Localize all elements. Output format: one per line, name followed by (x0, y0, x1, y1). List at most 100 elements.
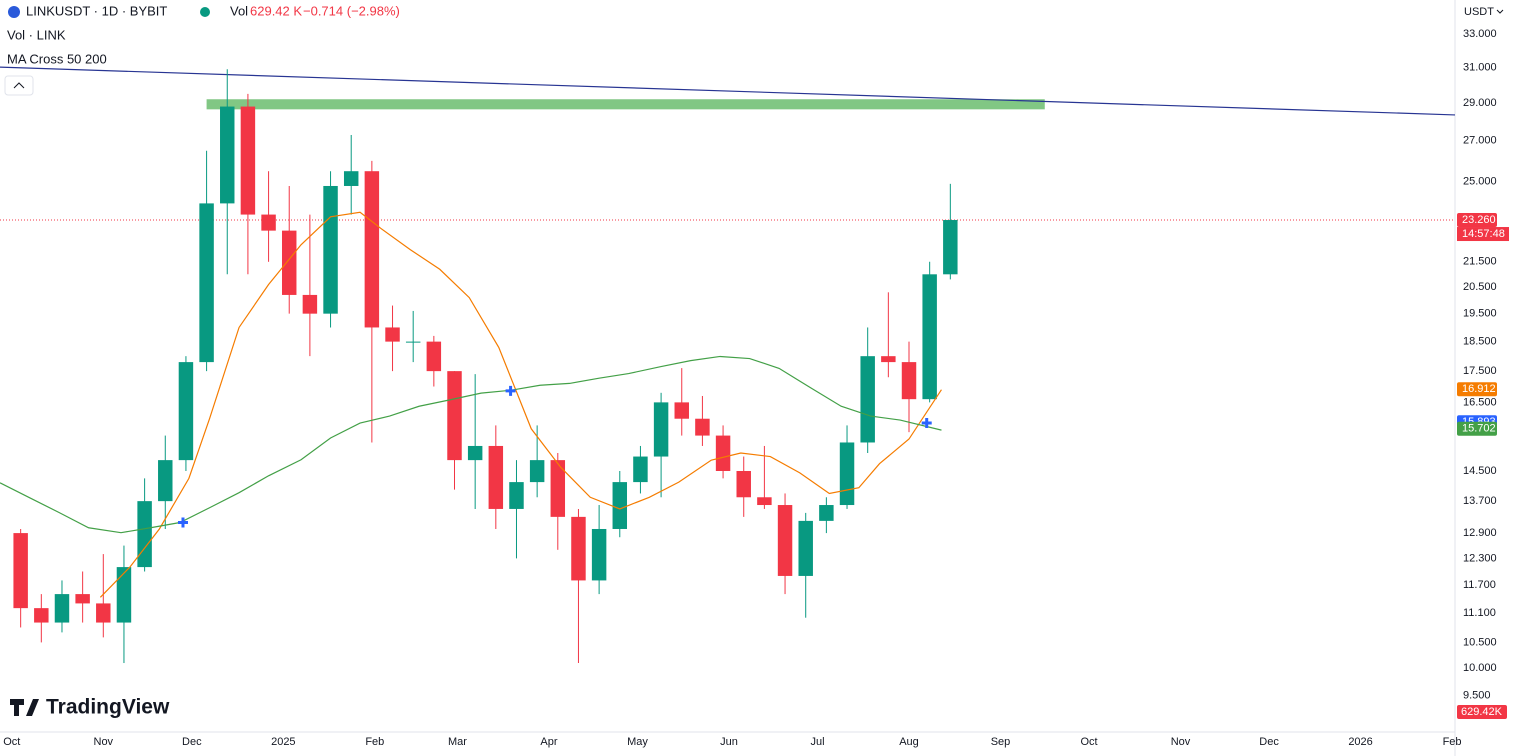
candle-body (488, 445, 504, 509)
y-tick-label: 33.000 (1463, 28, 1497, 40)
candle-body (715, 435, 731, 471)
x-tick-label: Oct (1080, 736, 1097, 748)
candle-body (405, 341, 421, 343)
countdown-box (1457, 227, 1509, 242)
candle-body (819, 505, 834, 521)
price-label-box (1457, 421, 1497, 436)
currency[interactable]: USDT (1464, 6, 1494, 18)
candle-body (158, 460, 173, 502)
countdown: 14:57:48 (1462, 228, 1505, 240)
candle-body (529, 460, 545, 483)
x-tick-label: 2026 (1348, 736, 1372, 748)
x-tick-label: Nov (94, 736, 114, 748)
candle-body (798, 520, 813, 576)
x-tick-label: May (627, 736, 648, 748)
x-tick-label: Jun (720, 736, 738, 748)
candle-body (591, 528, 607, 581)
x-tick-label: Nov (1171, 736, 1191, 748)
cross-marker (921, 418, 932, 429)
candle-body (736, 470, 751, 498)
y-tick-label: 10.500 (1463, 636, 1497, 648)
x-tick-label: Feb (1443, 736, 1462, 748)
y-tick-label: 12.900 (1463, 527, 1497, 539)
price-label-box (1457, 213, 1497, 228)
symbol-icon (8, 6, 20, 18)
x-tick-label: Mar (448, 736, 467, 748)
candle-body (612, 482, 628, 529)
candle-body (943, 220, 958, 275)
x-tick-label: Dec (1259, 736, 1279, 748)
candle-body (385, 327, 400, 342)
candle-body (757, 497, 772, 506)
x-tick-label: Aug (899, 736, 919, 748)
x-tick-label: Dec (182, 736, 202, 748)
trendline (0, 66, 1456, 116)
candle-body (116, 567, 132, 623)
candle-body (695, 418, 710, 436)
x-tick-label: Apr (540, 736, 557, 748)
candle-body (653, 402, 669, 457)
candle-body (881, 356, 896, 363)
y-tick-label: 19.500 (1463, 308, 1497, 320)
cross-marker (505, 385, 516, 396)
candle-body (281, 230, 297, 295)
indicator[interactable]: Vol · LINK (7, 27, 66, 42)
candle-body (860, 356, 875, 443)
candle-body (467, 445, 483, 461)
vol-label: Vol (230, 3, 248, 18)
candle-body (240, 106, 256, 215)
y-tick-label: 14.500 (1463, 465, 1497, 477)
y-tick-label: 25.000 (1463, 176, 1497, 188)
candle-body (137, 501, 152, 568)
y-tick-label: 12.300 (1463, 552, 1497, 564)
volume-label: 629.42K (1461, 706, 1503, 718)
candle-body (323, 185, 338, 314)
candle-body (178, 362, 194, 461)
change: −0.714 (−2.98%) (303, 3, 400, 18)
chevron (13, 82, 25, 89)
candle-body (674, 402, 689, 419)
y-tick-label: 21.500 (1463, 256, 1497, 268)
candle-body (302, 294, 318, 314)
brand: TradingView (46, 696, 170, 719)
moving-average (99, 211, 942, 598)
indicator[interactable]: MA Cross 50 200 (7, 51, 107, 66)
candle-body (343, 171, 359, 186)
candle-body (34, 608, 49, 623)
candle-body (54, 594, 70, 623)
logo: TradingView (10, 696, 170, 719)
candle-body (447, 371, 462, 461)
symbol[interactable]: LINKUSDT · 1D · BYBIT (26, 3, 167, 18)
status-dot (200, 7, 210, 17)
y-tick-label: 16.500 (1463, 396, 1497, 408)
y-tick-label: 20.500 (1463, 281, 1497, 293)
cross-marker (177, 517, 188, 528)
price-label: 16.912 (1462, 383, 1496, 395)
candle-body (75, 594, 90, 604)
price-label: 23.260 (1462, 214, 1496, 226)
candle-body (364, 171, 380, 328)
logo-mark (10, 699, 39, 716)
candle-body (550, 460, 566, 517)
chevron (1496, 9, 1504, 14)
candle-body (901, 362, 917, 400)
y-tick-label: 9.500 (1463, 689, 1491, 701)
y-tick-label: 27.000 (1463, 135, 1497, 147)
candle-body (199, 203, 214, 363)
vol-value: 629.42 K (250, 3, 302, 18)
collapse-button[interactable] (4, 75, 34, 96)
candle-body (13, 533, 28, 609)
y-tick-label: 13.700 (1463, 495, 1497, 507)
y-tick-label: 11.700 (1463, 579, 1496, 591)
candle-body (220, 106, 235, 204)
y-tick-label: 31.000 (1463, 61, 1497, 73)
candle-body (777, 505, 793, 576)
x-tick-label: Jul (810, 736, 824, 748)
moving-average (0, 355, 942, 534)
candle-body (426, 341, 442, 372)
candle-body (922, 274, 937, 400)
x-tick-label: Oct (3, 736, 20, 748)
candle-body (633, 456, 648, 483)
